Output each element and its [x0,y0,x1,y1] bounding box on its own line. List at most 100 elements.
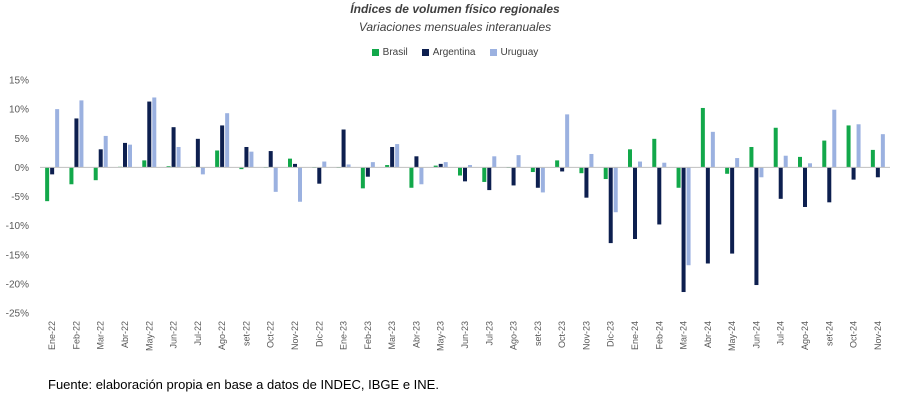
bar-brasil [555,160,560,168]
bar-argentina [730,167,735,254]
x-tick-label: Oct-24 [849,321,859,348]
bar-brasil [530,167,535,173]
bar-argentina [705,167,710,264]
y-tick-label: 10% [9,105,29,116]
bar-uruguay [249,151,254,168]
bar-brasil [603,167,608,180]
bar-uruguay [832,109,837,168]
bar-brasil [458,167,462,176]
x-tick-label: Jun-24 [751,321,761,349]
bar-uruguay [808,163,812,168]
legend-swatch-brasil [371,49,379,56]
bar-uruguay [128,144,132,168]
bar-uruguay [370,162,375,168]
bar-brasil [822,140,827,168]
bar-uruguay [103,135,108,168]
bar-uruguay [443,162,448,168]
x-tick-label: May-23 [436,321,446,351]
x-tick-label: Nov-22 [290,321,300,350]
bar-uruguay [735,158,740,168]
bar-uruguay [589,153,594,168]
bar-brasil [773,127,778,168]
bar-uruguay [662,162,667,168]
bar-argentina [803,167,807,207]
bar-uruguay [395,144,400,168]
bar-uruguay [710,131,715,168]
bar-brasil [166,166,171,168]
bar-uruguay [516,155,521,168]
x-tick-label: Ene-23 [339,321,349,350]
bar-argentina [293,163,297,168]
bar-argentina [74,118,79,168]
legend-item-argentina: Argentina [421,47,476,58]
y-tick-label: 0% [15,163,30,174]
x-tick-label: Ene-24 [630,321,640,350]
bar-argentina [98,149,103,168]
x-tick-label: Nov-24 [873,321,883,350]
bar-brasil [409,167,414,188]
bar-uruguay [613,167,618,213]
bar-brasil [288,158,292,168]
bar-uruguay [638,161,642,168]
y-tick-label: 5% [15,134,30,145]
y-tick-label: -10% [6,221,29,232]
x-tick-label: set-23 [533,321,543,346]
bar-argentina [633,167,637,240]
bar-brasil [142,160,147,168]
legend-item-brasil: Brasil [371,47,408,58]
bar-uruguay [273,167,278,192]
bar-uruguay [419,167,424,185]
x-tick-label: Dic-22 [314,321,324,347]
bar-uruguay [176,146,181,168]
bar-brasil [846,125,851,168]
bar-brasil [45,167,50,202]
bar-brasil [725,167,730,174]
bar-argentina [584,167,589,198]
source-note: Fuente: elaboración propia en base a dat… [48,377,439,392]
bar-argentina [754,167,759,286]
bar-brasil [360,167,365,189]
x-tick-label: Oct-23 [557,321,567,348]
legend-swatch-uruguay [489,49,497,56]
x-tick-label: Nov-23 [581,321,591,350]
bar-argentina [147,101,152,168]
bar-brasil [579,167,584,174]
y-tick-label: -15% [6,250,29,261]
x-tick-label: Ago-23 [509,321,519,350]
x-tick-label: set-24 [824,321,834,346]
bar-argentina [244,146,249,168]
bar-brasil [652,138,657,168]
bar-brasil [628,149,632,168]
legend-swatch-argentina [421,49,429,56]
x-tick-label: Feb-24 [654,321,664,350]
x-tick-label: Dic-23 [606,321,616,347]
x-tick-label: Feb-22 [71,321,81,350]
bar-uruguay [346,164,351,168]
bar-argentina [50,167,55,175]
bar-brasil [700,107,705,168]
bar-argentina [171,127,176,168]
bar-argentina [365,167,370,177]
bar-brasil [69,167,74,185]
bar-uruguay [492,156,497,168]
bar-uruguay [565,114,570,168]
bar-brasil [482,167,487,182]
bar-uruguay [200,167,205,175]
x-tick-label: Ago-22 [217,321,227,350]
bar-argentina [851,167,856,180]
x-tick-label: Mar-23 [387,321,397,350]
legend-label-uruguay: Uruguay [500,47,539,58]
bar-argentina [560,167,565,172]
bar-argentina [438,163,443,168]
y-tick-label: -5% [11,192,29,203]
bar-uruguay [856,124,861,168]
bar-argentina [487,167,492,191]
x-tick-label: Abr-23 [411,321,421,348]
bar-uruguay [322,161,327,168]
bar-argentina [463,167,467,182]
x-tick-label: Jun-22 [169,321,179,349]
bar-argentina [511,167,516,186]
bar-argentina [195,138,200,168]
bar-argentina [875,167,880,178]
bar-uruguay [880,134,885,168]
